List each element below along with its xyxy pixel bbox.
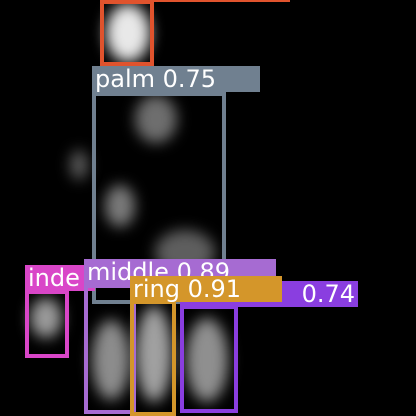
pinky-bounding-box — [180, 305, 238, 413]
pinky-finger-blob — [186, 318, 228, 402]
palm-blob-left — [70, 150, 88, 180]
palm-class-name: palm — [95, 66, 155, 92]
ring-label: ring 0.91 — [130, 276, 282, 302]
ring-class-name: ring — [133, 276, 180, 302]
index-finger-blob — [30, 298, 62, 338]
index-class-name: inde — [28, 265, 80, 291]
pinky-score: 0.74 — [301, 281, 355, 307]
thumb-bounding-box — [100, 0, 154, 66]
ring-finger-blob — [136, 306, 172, 402]
index-label: inde — [25, 265, 95, 291]
middle-finger-blob — [92, 320, 130, 400]
middle-bounding-box — [84, 284, 136, 414]
palm-score: 0.75 — [162, 66, 217, 92]
index-bounding-box — [25, 290, 69, 358]
ring-bounding-box — [130, 300, 176, 416]
palm-blob-middle — [105, 185, 135, 227]
thumb-label: thumb — [103, 0, 181, 2]
palm-label: palm 0.75 — [92, 66, 260, 92]
palm-blob-upper — [135, 95, 177, 143]
ring-score: 0.91 — [187, 276, 242, 302]
thumb-tip-blob — [106, 4, 150, 62]
thumb-label-strip: thumb — [100, 0, 290, 2]
